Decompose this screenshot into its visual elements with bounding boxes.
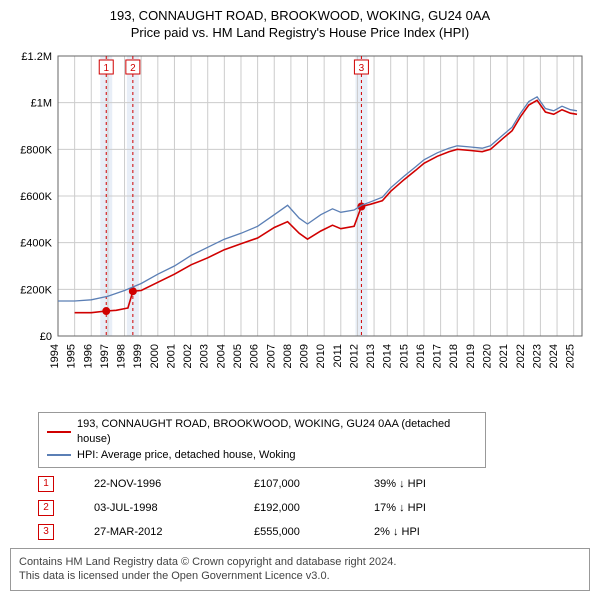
- svg-text:£1M: £1M: [31, 97, 52, 109]
- svg-text:£0: £0: [40, 331, 52, 343]
- svg-text:2010: 2010: [315, 344, 327, 368]
- title-line-2: Price paid vs. HM Land Registry's House …: [0, 25, 600, 42]
- chart-svg: £0 £200K £400K £600K £800K £1M £1.2M 1994 1995 19…: [10, 46, 590, 406]
- svg-text:2018: 2018: [448, 344, 460, 368]
- marker-badge-1: 1: [38, 476, 54, 492]
- svg-text:2005: 2005: [232, 344, 244, 368]
- svg-text:2006: 2006: [249, 344, 261, 368]
- legend-swatch-2: [47, 454, 71, 456]
- legend-swatch-1: [47, 431, 71, 433]
- svg-text:2025: 2025: [565, 344, 577, 368]
- svg-text:2016: 2016: [415, 344, 427, 368]
- svg-text:2020: 2020: [482, 344, 494, 368]
- svg-text:1997: 1997: [99, 344, 111, 368]
- svg-text:£1.2M: £1.2M: [21, 51, 52, 63]
- legend-row-1: 193, CONNAUGHT ROAD, BROOKWOOD, WOKING, …: [47, 417, 477, 448]
- marker-price-2: £192,000: [254, 502, 334, 514]
- legend: 193, CONNAUGHT ROAD, BROOKWOOD, WOKING, …: [38, 412, 486, 468]
- svg-text:1994: 1994: [49, 344, 61, 368]
- marker-diff-3: 2% ↓ HPI: [374, 526, 474, 538]
- svg-text:2015: 2015: [398, 344, 410, 368]
- svg-text:1995: 1995: [66, 344, 78, 368]
- svg-text:2023: 2023: [531, 344, 543, 368]
- svg-text:2: 2: [130, 63, 136, 74]
- title-line-1: 193, CONNAUGHT ROAD, BROOKWOOD, WOKING, …: [0, 8, 600, 25]
- svg-text:2009: 2009: [299, 344, 311, 368]
- svg-text:2011: 2011: [332, 344, 344, 368]
- svg-text:£800K: £800K: [20, 144, 52, 156]
- svg-text:2017: 2017: [432, 344, 444, 368]
- marker-row-3: 3 27-MAR-2012 £555,000 2% ↓ HPI: [38, 520, 590, 544]
- marker-price-1: £107,000: [254, 478, 334, 490]
- marker-date-1: 22-NOV-1996: [94, 478, 214, 490]
- root: 193, CONNAUGHT ROAD, BROOKWOOD, WOKING, …: [0, 0, 600, 591]
- chart: £0 £200K £400K £600K £800K £1M £1.2M 1994 1995 19…: [10, 46, 590, 406]
- svg-text:2013: 2013: [365, 344, 377, 368]
- marker-diff-1: 39% ↓ HPI: [374, 478, 474, 490]
- svg-text:2007: 2007: [265, 344, 277, 368]
- marker-badge-3: 3: [38, 524, 54, 540]
- marker-date-2: 03-JUL-1998: [94, 502, 214, 514]
- svg-text:2002: 2002: [182, 344, 194, 368]
- svg-text:3: 3: [359, 63, 365, 74]
- title-block: 193, CONNAUGHT ROAD, BROOKWOOD, WOKING, …: [0, 0, 600, 46]
- marker-table: 1 22-NOV-1996 £107,000 39% ↓ HPI 2 03-JU…: [38, 472, 590, 544]
- footer-line-1: Contains HM Land Registry data © Crown c…: [19, 555, 581, 569]
- marker-row-2: 2 03-JUL-1998 £192,000 17% ↓ HPI: [38, 496, 590, 520]
- svg-text:2008: 2008: [282, 344, 294, 368]
- svg-text:£600K: £600K: [20, 191, 52, 203]
- svg-text:£400K: £400K: [20, 237, 52, 249]
- legend-row-2: HPI: Average price, detached house, Woki…: [47, 448, 477, 463]
- marker-badge-2: 2: [38, 500, 54, 516]
- marker-date-3: 27-MAR-2012: [94, 526, 214, 538]
- svg-text:2004: 2004: [215, 344, 227, 368]
- svg-text:2021: 2021: [498, 344, 510, 368]
- marker-diff-2: 17% ↓ HPI: [374, 502, 474, 514]
- svg-text:2012: 2012: [348, 344, 360, 368]
- svg-text:2022: 2022: [515, 344, 527, 368]
- marker-price-3: £555,000: [254, 526, 334, 538]
- svg-text:2003: 2003: [199, 344, 211, 368]
- footer-line-2: This data is licensed under the Open Gov…: [19, 569, 581, 583]
- svg-text:1998: 1998: [116, 344, 128, 368]
- svg-text:2000: 2000: [149, 344, 161, 368]
- footer: Contains HM Land Registry data © Crown c…: [10, 548, 590, 591]
- svg-text:2019: 2019: [465, 344, 477, 368]
- svg-text:1999: 1999: [132, 344, 144, 368]
- legend-label-1: 193, CONNAUGHT ROAD, BROOKWOOD, WOKING, …: [77, 417, 477, 448]
- svg-text:1996: 1996: [82, 344, 94, 368]
- svg-text:2014: 2014: [382, 344, 394, 368]
- svg-text:2024: 2024: [548, 344, 560, 368]
- svg-text:2001: 2001: [165, 344, 177, 368]
- marker-row-1: 1 22-NOV-1996 £107,000 39% ↓ HPI: [38, 472, 590, 496]
- svg-text:£200K: £200K: [20, 284, 52, 296]
- svg-text:1: 1: [103, 63, 109, 74]
- legend-label-2: HPI: Average price, detached house, Woki…: [77, 448, 296, 463]
